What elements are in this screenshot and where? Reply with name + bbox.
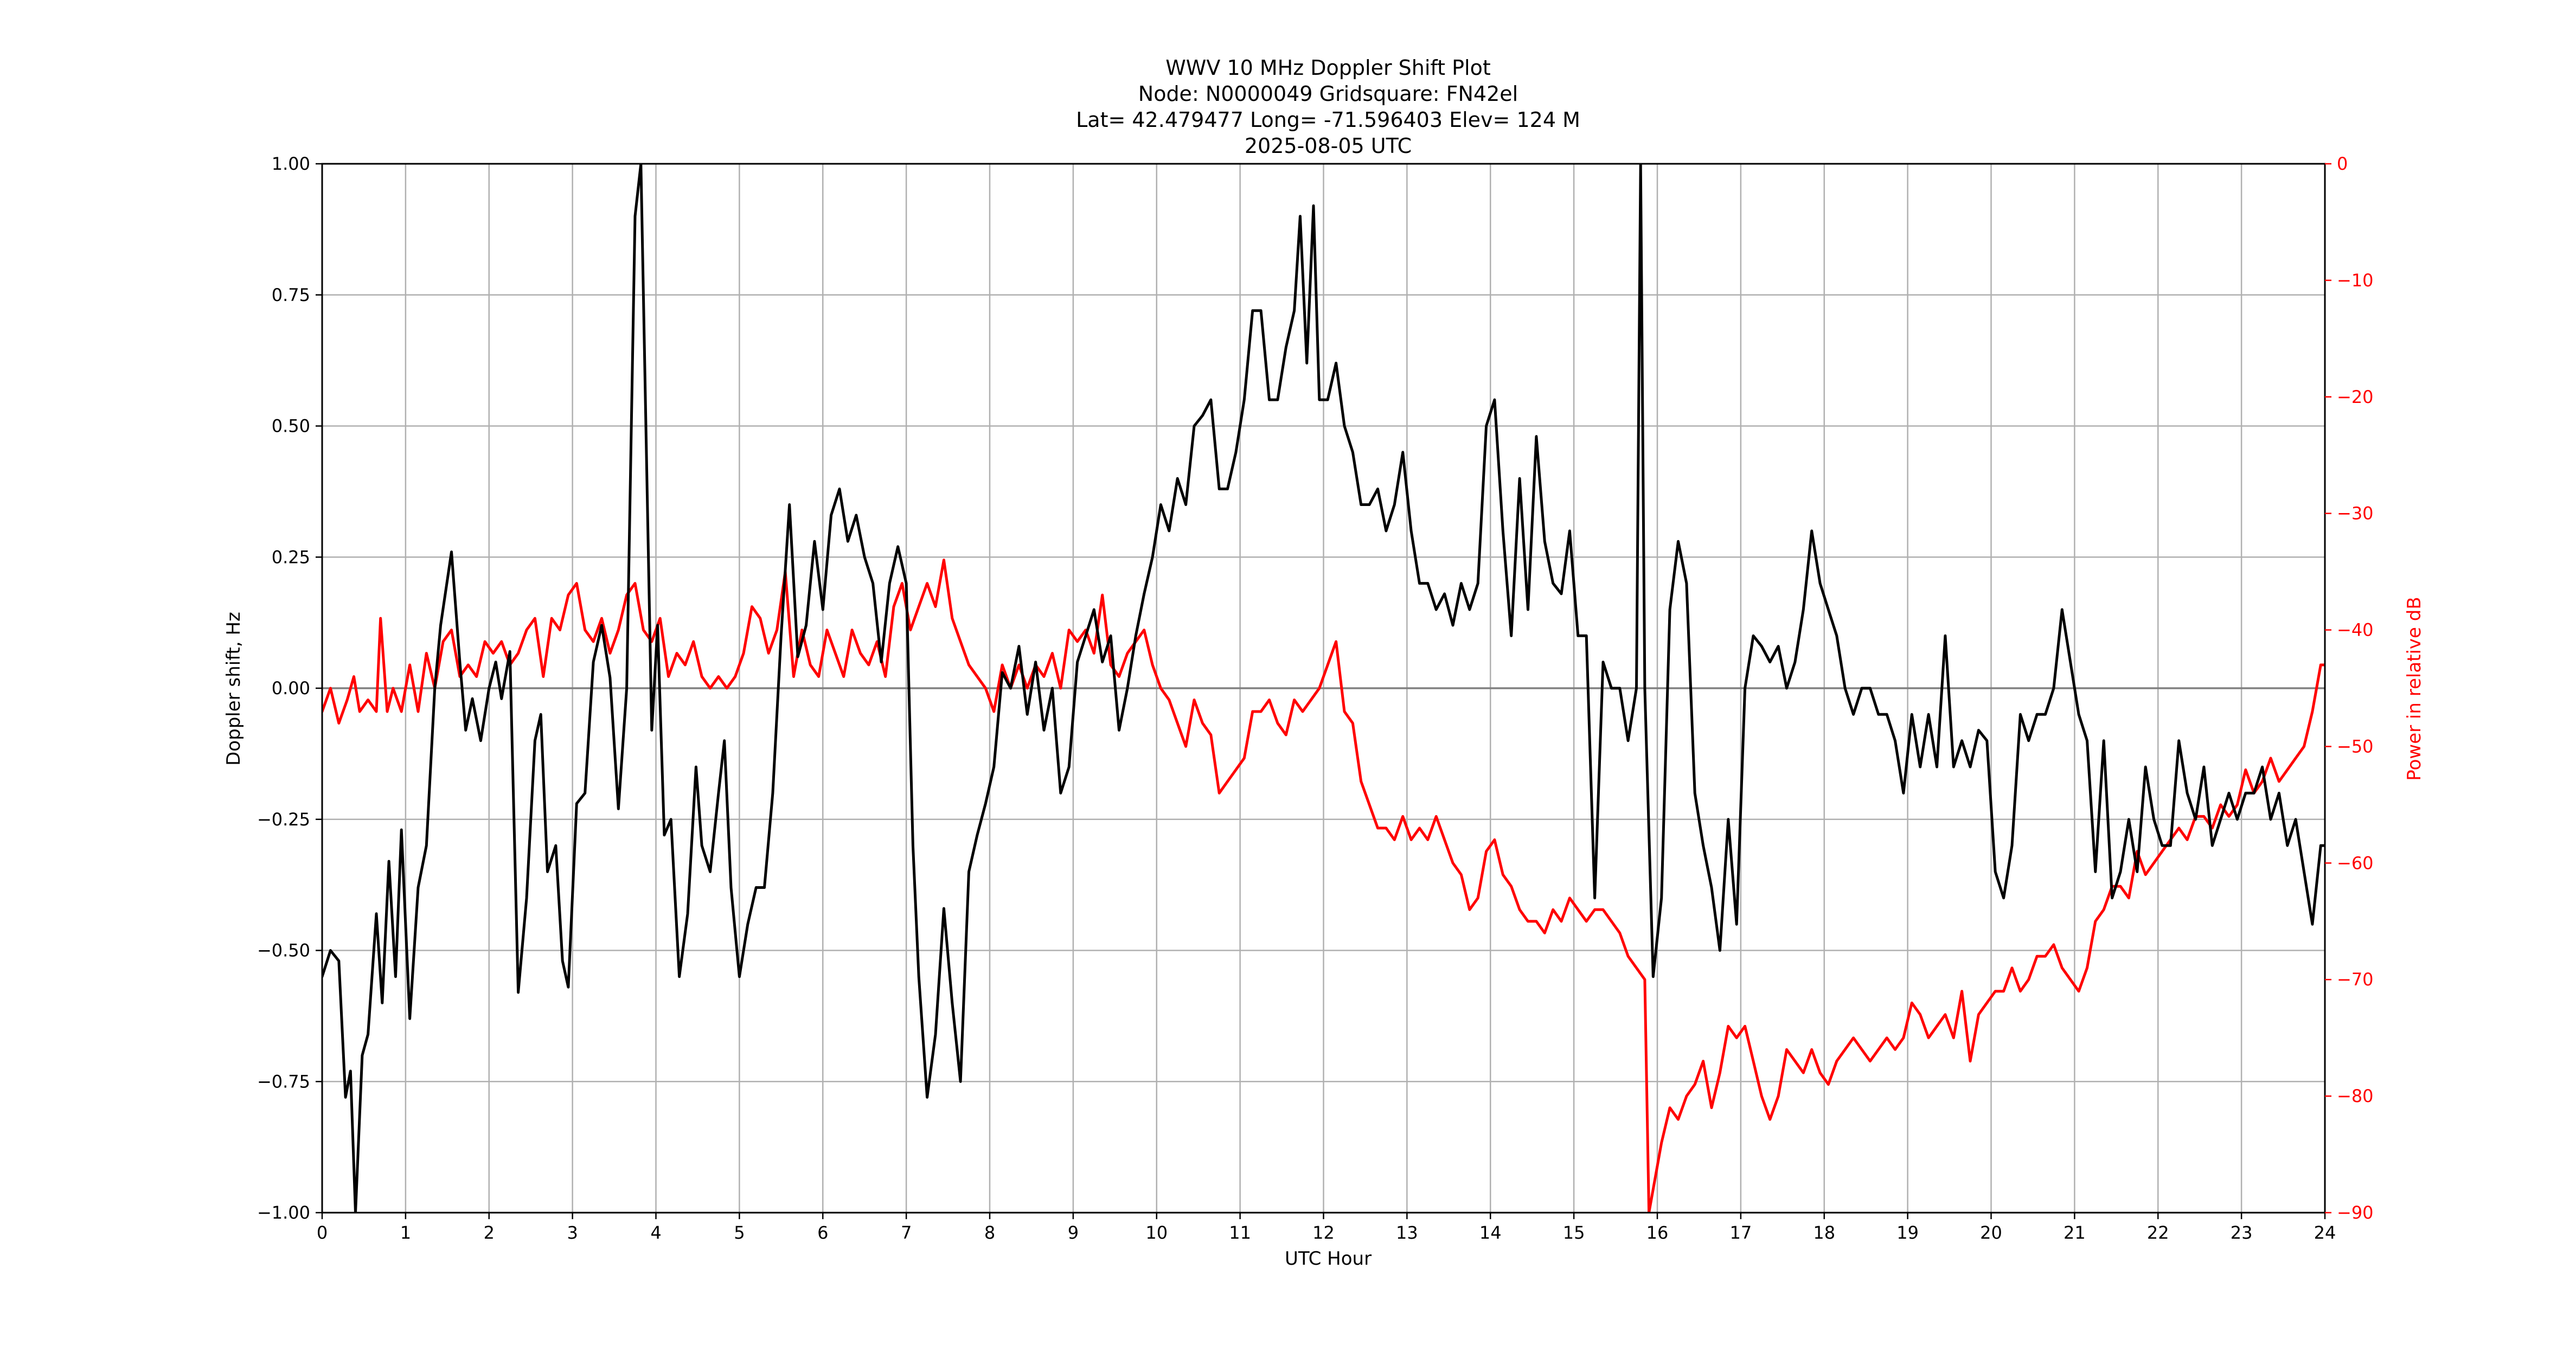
x-axis-label: UTC Hour	[1285, 1248, 1372, 1270]
y2-tick-label: −60	[2337, 853, 2374, 873]
y2-tick-label: 0	[2337, 153, 2348, 174]
y2-tick-label: −90	[2337, 1202, 2374, 1223]
x-tick-label: 19	[1896, 1222, 1919, 1243]
doppler-series-line	[322, 164, 2325, 1213]
title-line-1: WWV 10 MHz Doppler Shift Plot	[1165, 56, 1491, 80]
y-tick-label: 0.75	[272, 285, 310, 305]
x-tick-label: 1	[400, 1222, 411, 1243]
x-tick-label: 24	[2314, 1222, 2336, 1243]
x-tick-label: 11	[1229, 1222, 1251, 1243]
title-line-4: 2025-08-05 UTC	[1245, 134, 1412, 158]
x-tick-label: 6	[817, 1222, 828, 1243]
x-tick-label: 23	[2231, 1222, 2253, 1243]
x-tick-label: 5	[734, 1222, 745, 1243]
x-tick-label: 16	[1646, 1222, 1669, 1243]
x-tick-label: 12	[1312, 1222, 1335, 1243]
x-tick-label: 10	[1145, 1222, 1168, 1243]
title-line-3: Lat= 42.479477 Long= -71.596403 Elev= 12…	[1076, 108, 1580, 132]
title-line-2: Node: N0000049 Gridsquare: FN42el	[1138, 82, 1518, 106]
y2-tick-label: −50	[2337, 736, 2374, 757]
x-tick-label: 8	[984, 1222, 995, 1243]
y-tick-label: 0.00	[272, 678, 310, 699]
y-axis-label: Doppler shift, Hz	[223, 612, 245, 766]
y2-tick-label: −10	[2337, 270, 2374, 291]
y2-tick-label: −70	[2337, 969, 2374, 990]
x-tick-label: 20	[1980, 1222, 2002, 1243]
y2-tick-label: −40	[2337, 620, 2374, 640]
y-tick-label: −0.50	[257, 940, 310, 961]
y-tick-label: 1.00	[272, 153, 310, 174]
x-tick-label: 0	[317, 1222, 328, 1243]
y2-tick-label: −30	[2337, 503, 2374, 524]
x-tick-label: 21	[2064, 1222, 2086, 1243]
x-tick-label: 17	[1730, 1222, 1752, 1243]
x-tick-label: 15	[1563, 1222, 1585, 1243]
axis-ticks: 0 1 2 3 4 5 6 7 8 9 10 11 12 13 14 15 16 17 18 19 20 21 22 23 24…	[257, 153, 2374, 1243]
y-tick-label: −0.25	[257, 809, 310, 830]
chart-title: WWV 10 MHz Doppler Shift Plot Node: N000…	[1076, 56, 1580, 158]
y-tick-label: 0.50	[272, 416, 310, 437]
y-tick-label: −1.00	[257, 1202, 310, 1223]
x-tick-label: 7	[901, 1222, 912, 1243]
x-tick-label: 14	[1479, 1222, 1502, 1243]
y-tick-label: 0.25	[272, 547, 310, 567]
series-lines	[322, 164, 2325, 1213]
x-tick-label: 4	[650, 1222, 661, 1243]
x-tick-label: 9	[1068, 1222, 1079, 1243]
y-tick-label: −0.75	[257, 1071, 310, 1092]
x-tick-label: 2	[484, 1222, 495, 1243]
power-series-line	[322, 559, 2325, 1213]
y2-tick-label: −80	[2337, 1086, 2374, 1106]
x-tick-label: 18	[1813, 1222, 1835, 1243]
x-tick-label: 22	[2147, 1222, 2169, 1243]
x-tick-label: 3	[567, 1222, 578, 1243]
grid-lines	[321, 163, 2326, 1214]
y2-axis-label: Power in relative dB	[2404, 597, 2425, 780]
x-tick-label: 13	[1396, 1222, 1418, 1243]
y2-tick-label: −20	[2337, 387, 2374, 407]
